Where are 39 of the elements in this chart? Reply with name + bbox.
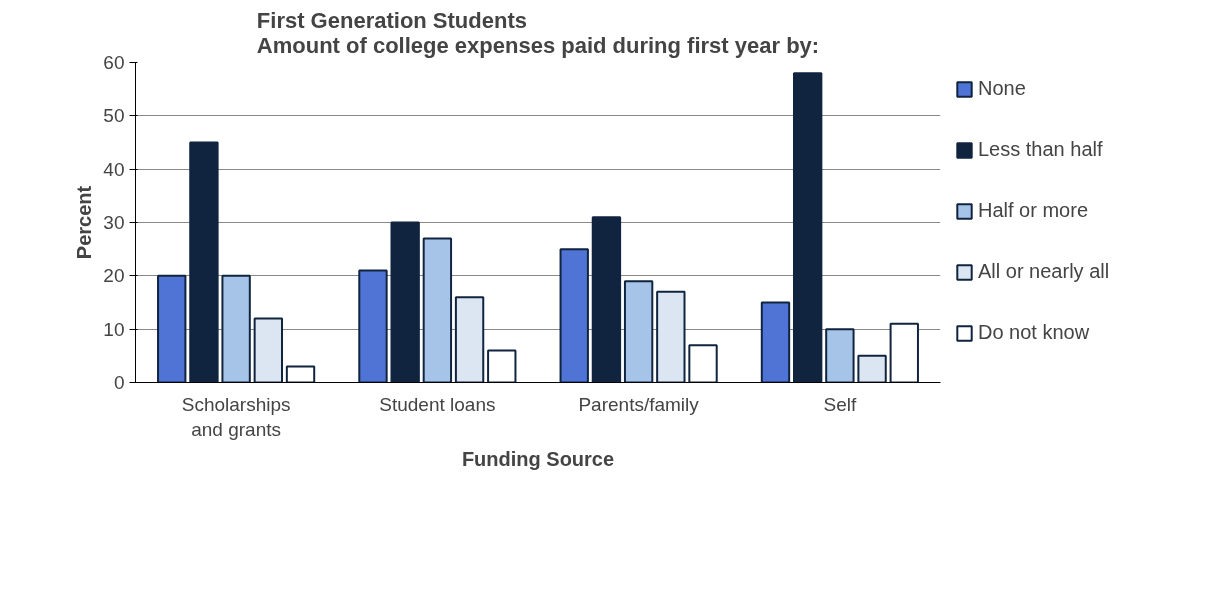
bar: [825, 328, 855, 383]
legend-label: Do not know: [978, 321, 1090, 344]
bar: [760, 301, 791, 383]
y-tick-label: 30: [103, 212, 125, 233]
bar: [656, 290, 686, 383]
bar: [454, 296, 485, 383]
x-tick-label: Scholarships and grants: [181, 393, 291, 440]
bar: [221, 274, 251, 383]
y-tick-label: 50: [103, 105, 125, 127]
bar: [253, 317, 284, 383]
bar: [285, 365, 316, 383]
legend-label: Half or more: [978, 199, 1089, 222]
y-tick-label: 40: [103, 158, 125, 180]
x-tick-label: Parents/family: [578, 393, 700, 415]
bar: [623, 280, 654, 383]
bar: [358, 269, 388, 383]
legend-label: None: [978, 77, 1026, 100]
bar: [487, 349, 517, 383]
bar: [792, 72, 823, 383]
bar: [157, 274, 187, 383]
bar: [390, 221, 420, 383]
bar: [889, 322, 919, 383]
bar: [591, 216, 622, 383]
x-tick-label: Student loans: [379, 393, 496, 415]
legend-label: Less than half: [978, 138, 1103, 161]
chart-title: First Generation Students Amount of college expenses paid during first year by:: [256, 7, 820, 58]
bar: [422, 237, 453, 383]
bar: [189, 141, 219, 383]
bar: [857, 354, 887, 383]
y-axis-title: Percent: [73, 185, 96, 260]
x-axis-title: Funding Source: [461, 447, 615, 470]
y-tick-label: 0: [113, 372, 125, 393]
y-tick-label: 60: [103, 52, 125, 73]
legend-label: All or nearly all: [978, 260, 1110, 283]
bar: [559, 248, 589, 383]
bar: [688, 344, 718, 383]
y-tick-label: 10: [103, 318, 125, 340]
x-tick-label: Self: [823, 393, 857, 415]
y-tick-label: 20: [103, 265, 125, 287]
